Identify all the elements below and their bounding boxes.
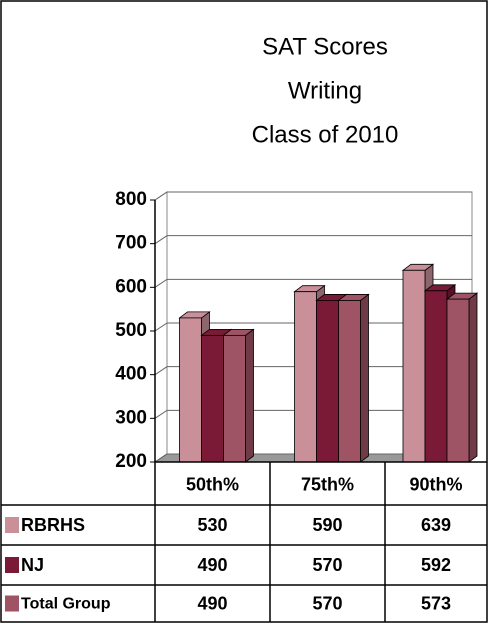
data-label: 570 bbox=[312, 555, 342, 575]
bar-front bbox=[201, 334, 224, 463]
y-tick-label: 400 bbox=[115, 364, 147, 385]
x-tick-label: 75th% bbox=[301, 474, 354, 494]
bar-front bbox=[223, 334, 246, 463]
bar-side bbox=[360, 293, 369, 463]
grid-line bbox=[154, 235, 472, 245]
y-tick-label: 800 bbox=[115, 189, 147, 210]
bar bbox=[445, 292, 479, 463]
bar bbox=[337, 293, 370, 463]
bar-front bbox=[446, 298, 470, 463]
data-label: 573 bbox=[421, 593, 451, 613]
legend-label: Total Group bbox=[21, 596, 111, 613]
data-label: 639 bbox=[421, 515, 451, 535]
y-tick-label: 200 bbox=[115, 451, 147, 472]
bar-front bbox=[294, 291, 317, 463]
x-tick-label: 50th% bbox=[186, 474, 239, 494]
bar-side bbox=[245, 328, 254, 463]
y-tick-label: 500 bbox=[115, 320, 147, 341]
grid-line bbox=[154, 366, 472, 376]
legend-label: NJ bbox=[21, 555, 44, 575]
bar-front bbox=[179, 317, 202, 463]
grid-line bbox=[154, 322, 472, 332]
bar-side bbox=[468, 292, 478, 463]
data-label: 490 bbox=[197, 593, 227, 613]
data-label: 592 bbox=[421, 555, 451, 575]
legend-swatch bbox=[5, 557, 19, 573]
bar-front bbox=[316, 300, 339, 463]
data-label: 530 bbox=[197, 515, 227, 535]
chart-title: SAT Scores bbox=[262, 33, 388, 60]
chart-title: Writing bbox=[288, 77, 362, 104]
grid-line bbox=[154, 453, 472, 463]
data-label: 490 bbox=[197, 555, 227, 575]
grid-line bbox=[154, 409, 472, 419]
y-tick-label: 300 bbox=[115, 407, 147, 428]
y-tick-label: 600 bbox=[115, 276, 147, 297]
bar-front bbox=[338, 300, 361, 463]
data-label: 570 bbox=[312, 593, 342, 613]
legend-swatch bbox=[5, 517, 19, 533]
grid-line bbox=[154, 191, 472, 201]
x-tick-label: 90th% bbox=[409, 474, 462, 494]
grid-line bbox=[154, 278, 472, 288]
y-tick-label: 700 bbox=[115, 233, 147, 254]
bar bbox=[222, 328, 255, 463]
chart-title: Class of 2010 bbox=[252, 121, 399, 148]
data-label: 590 bbox=[312, 515, 342, 535]
bar-front bbox=[402, 269, 426, 463]
bar-front bbox=[424, 290, 448, 463]
legend-swatch bbox=[5, 595, 19, 612]
legend-label: RBRHS bbox=[21, 515, 85, 535]
